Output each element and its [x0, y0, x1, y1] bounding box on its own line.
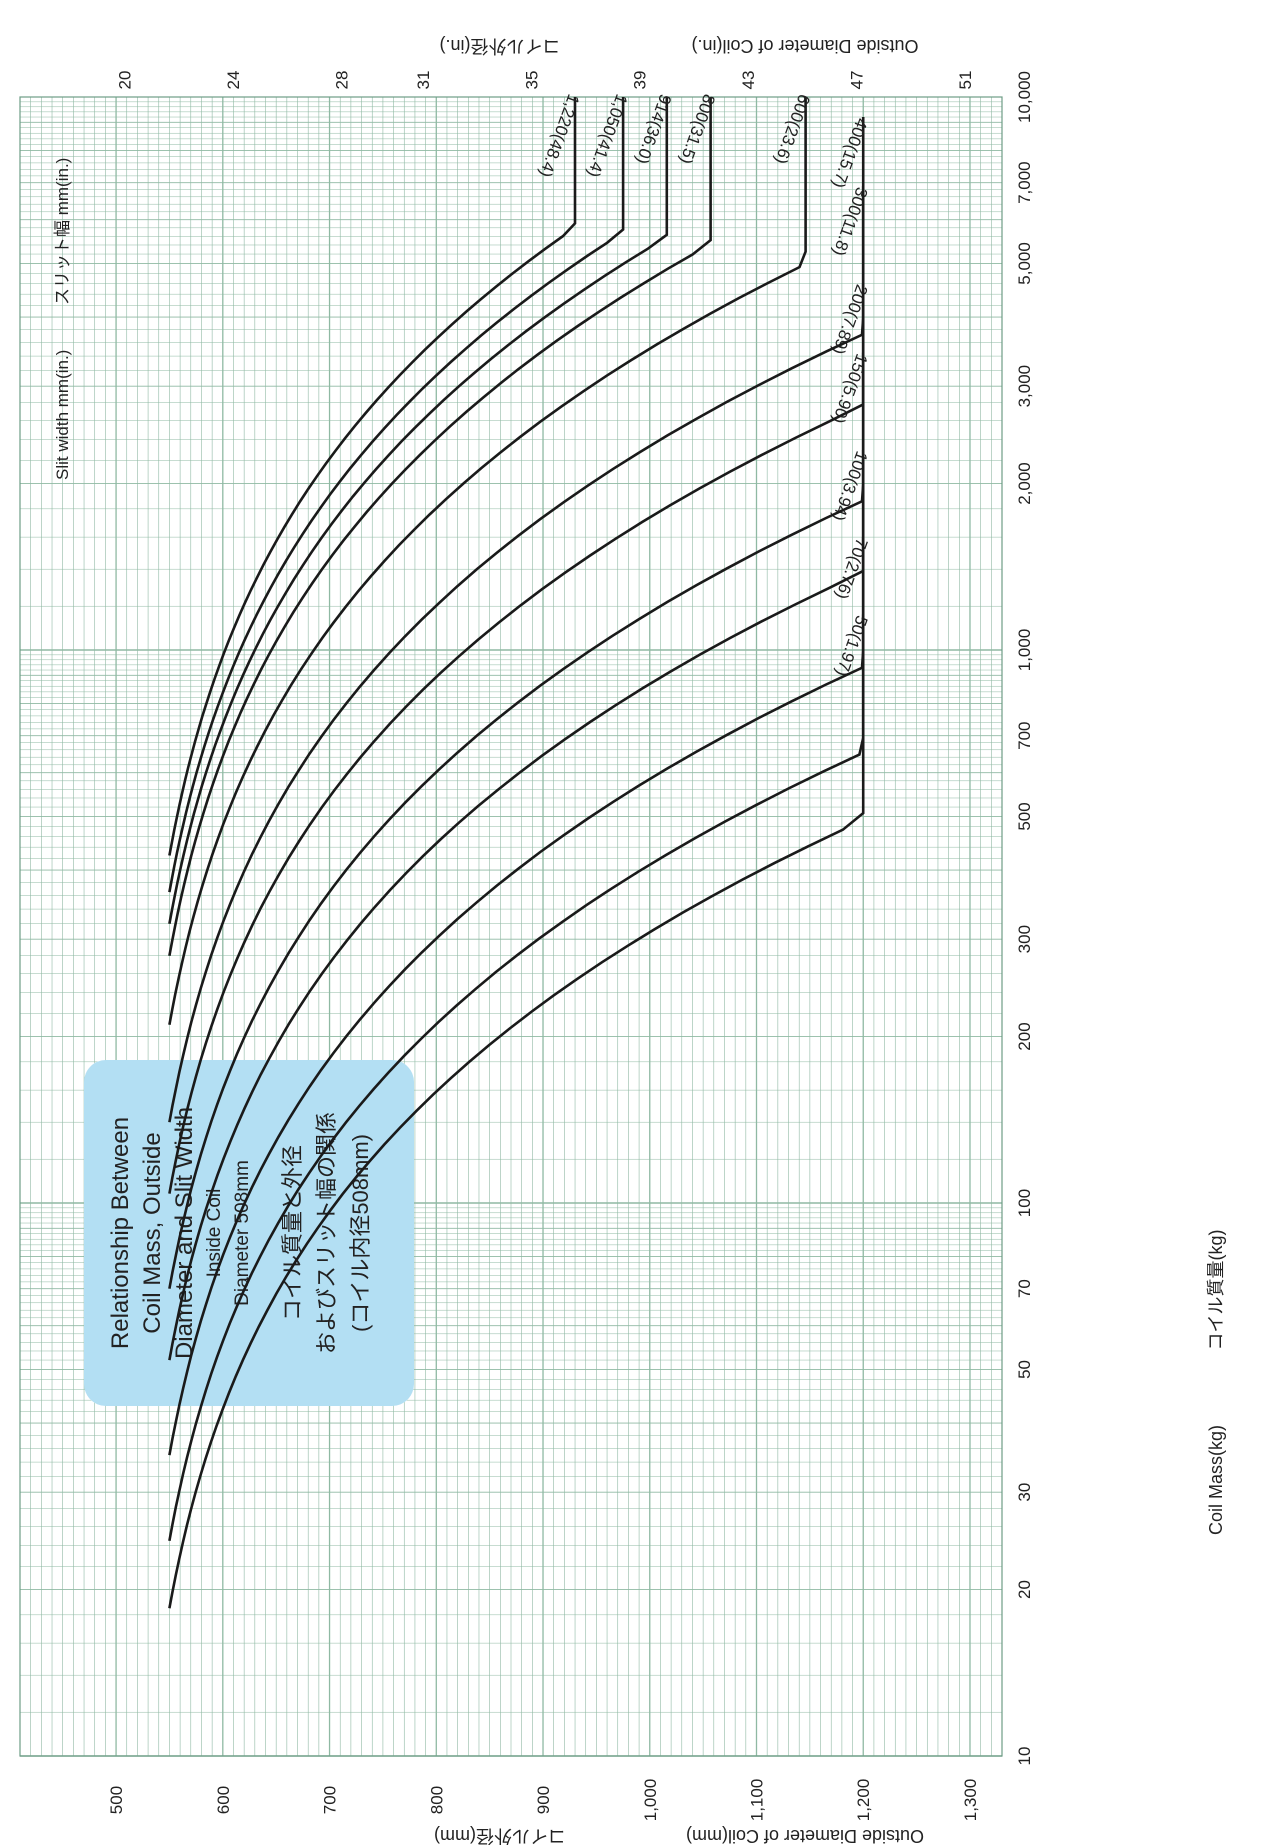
legend-title: Slit width mm(in.) スリット幅 mm(in.) [53, 158, 72, 480]
series-label: 50(1.97) [832, 613, 872, 679]
inch-axis-ticks: 20 24 28 31 35 39 43 47 51 [116, 71, 975, 90]
inch-axis-title-jp: コイル外径(in.) [440, 36, 561, 56]
info-subtitle-line: Inside Coil [204, 1189, 225, 1278]
series-label: 800(31.5) [676, 92, 719, 167]
info-jp-line: コイル質量と外径 [280, 1145, 305, 1321]
info-jp-line: (コイル内径508mm) [348, 1134, 373, 1332]
mm-tick-label: 1,200 [854, 1779, 873, 1822]
info-title-line: Diameter and Slit Width [171, 1107, 198, 1359]
inch-tick-label: 24 [224, 71, 243, 90]
mm-axis-title: Outside Diameter of Coil(mm) [686, 1826, 924, 1845]
inch-tick-label: 43 [739, 71, 758, 90]
mm-tick-label: 1,000 [641, 1779, 660, 1822]
inch-tick-label: 35 [522, 71, 541, 90]
series-curve [168, 614, 865, 1609]
info-text: Relationship Between Coil Mass, Outside Di… [107, 1107, 373, 1359]
mass-tick-label: 7,000 [1015, 161, 1034, 204]
mm-tick-label: 600 [214, 1786, 233, 1814]
series-curve [168, 537, 865, 1542]
info-title-line: Coil Mass, Outside [139, 1132, 166, 1333]
mass-tick-label: 700 [1015, 721, 1034, 749]
inch-tick-label: 28 [332, 71, 351, 90]
mass-tick-label: 500 [1015, 802, 1034, 830]
series-label: 200(7.89) [829, 282, 872, 357]
inch-tick-label: 31 [414, 71, 433, 90]
mass-tick-label: 10,000 [1015, 71, 1034, 123]
series-curve [168, 117, 865, 1123]
inch-tick-label: 39 [631, 71, 650, 90]
mass-axis-title: Coil Mass(kg) [1206, 1425, 1226, 1535]
mass-tick-label: 30 [1015, 1483, 1034, 1502]
series-curve [168, 97, 625, 893]
mass-axis-title-jp: コイル質量(kg) [1206, 1230, 1226, 1351]
series-label: 100(3.94) [829, 449, 872, 524]
mass-tick-label: 3,000 [1015, 365, 1034, 408]
mass-axis-ticks: 10 20 30 50 70 100 200 300 500 700 1,000 2,000 3,000… [1015, 71, 1034, 1765]
series-curve [168, 283, 865, 1289]
series-label: 70(2.76) [832, 536, 872, 602]
series-curve [168, 450, 865, 1456]
series-label: 300(11.8) [829, 185, 871, 259]
info-title-line: Relationship Between [107, 1117, 134, 1349]
mass-tick-label: 50 [1015, 1360, 1034, 1379]
plot-frame [19, 96, 1003, 1757]
series-label: 400(15.7) [829, 116, 872, 191]
series-curve [168, 97, 807, 1026]
mm-tick-label: 700 [321, 1786, 340, 1814]
mm-tick-label: 1,300 [961, 1779, 980, 1822]
mm-axis-ticks: 500 600 700 800 900 1,000 1,100 1,200 1,300 [107, 1779, 980, 1822]
mass-tick-label: 200 [1015, 1022, 1034, 1050]
legend-title-text: Slit width mm(in.) [53, 350, 72, 480]
series-curve [168, 97, 669, 924]
series-curve [168, 352, 865, 1361]
series-curve [168, 186, 865, 1194]
inch-tick-label: 47 [848, 71, 867, 90]
inch-axis-title: Outside Diameter of Coil(in.) [691, 36, 918, 56]
mass-tick-label: 300 [1015, 925, 1034, 953]
series-label: 150(5.90) [829, 351, 872, 426]
legend-title-text-jp: スリット幅 mm(in.) [53, 158, 72, 305]
info-jp-line: およびスリット幅の関係 [314, 1112, 339, 1354]
info-subtitle-line: Diameter 508mm [232, 1160, 253, 1306]
inch-tick-label: 20 [116, 71, 135, 90]
grid [19, 96, 1003, 1757]
series-label: 600(23.6) [771, 92, 814, 167]
mass-tick-label: 1,000 [1015, 629, 1034, 672]
info-box [84, 1060, 414, 1406]
mm-tick-label: 500 [107, 1786, 126, 1814]
mm-tick-label: 900 [534, 1786, 553, 1814]
mm-axis-title-jp: コイル外径(mm) [434, 1826, 566, 1845]
series-label: 914(36.0) [632, 92, 675, 167]
mass-tick-label: 100 [1015, 1189, 1034, 1217]
mass-tick-label: 70 [1015, 1279, 1034, 1298]
mm-tick-label: 800 [427, 1786, 446, 1814]
series-curve [168, 97, 577, 856]
mass-tick-label: 5,000 [1015, 242, 1034, 285]
series-curve [168, 97, 712, 956]
mass-tick-label: 10 [1015, 1747, 1034, 1766]
mm-tick-label: 1,100 [748, 1779, 767, 1822]
inch-tick-label: 51 [956, 71, 975, 90]
mass-tick-label: 2,000 [1015, 462, 1034, 505]
mass-tick-label: 20 [1015, 1580, 1034, 1599]
